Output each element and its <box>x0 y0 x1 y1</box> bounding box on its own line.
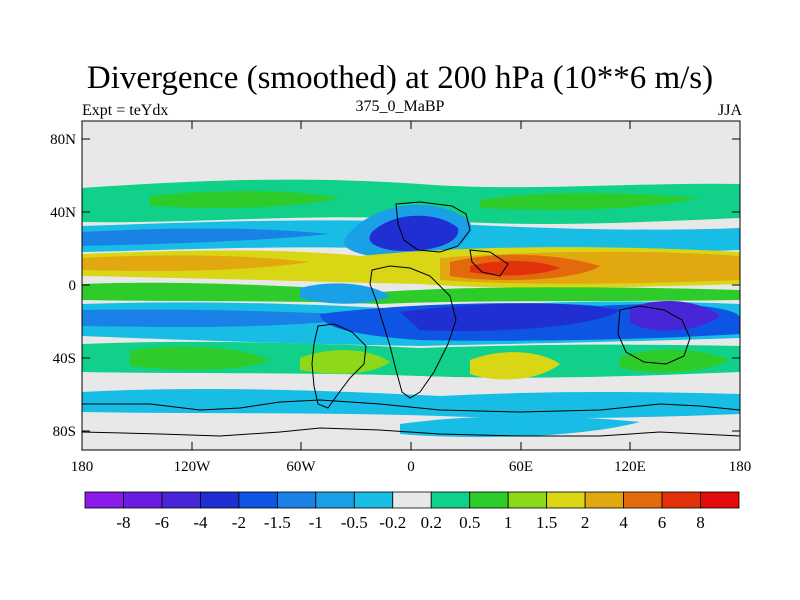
coastline-australia <box>617 305 691 365</box>
season-label: JJA <box>717 102 742 119</box>
colorbar-label: -1 <box>309 513 323 532</box>
colorbar-label: 4 <box>619 513 628 532</box>
colorbar-label: -4 <box>193 513 208 532</box>
colorbar-cell <box>392 491 432 509</box>
band-80s-convergence <box>400 416 640 438</box>
y-tick-label: 40N <box>50 205 76 221</box>
band-40s-divergence <box>82 341 740 378</box>
colorbar-label: 1.5 <box>536 513 557 532</box>
divergence-patch-south-pacific <box>620 349 730 373</box>
divergence-patch-indian <box>470 352 560 380</box>
colorbar-cell <box>507 491 548 509</box>
divergence-patch-pacific <box>130 346 270 370</box>
x-tick-label: 60W <box>286 459 316 475</box>
x-tick-label: 60E <box>509 459 533 475</box>
colorbar-cell <box>700 491 740 509</box>
colorbar-label: -6 <box>155 513 169 532</box>
colorbar-label: 0.2 <box>421 513 442 532</box>
divergence-core-asia-strong <box>470 260 560 276</box>
y-tick-label: 0 <box>69 278 77 294</box>
experiment-label: Expt = teYdx <box>82 102 169 119</box>
chart-title: Divergence (smoothed) at 200 hPa (10**6 … <box>86 60 714 96</box>
colorbar-label: 6 <box>658 513 667 532</box>
coastline-antarctica-inner <box>82 427 740 437</box>
colorbar-cell <box>84 491 124 509</box>
coastline-arabia <box>469 249 509 277</box>
x-tick-label: 0 <box>407 459 415 475</box>
colorbar-cell <box>276 491 317 509</box>
coastline-south-america <box>311 323 367 409</box>
colorbar-cell <box>353 491 394 509</box>
colorbar-label: -2 <box>232 513 246 532</box>
colorbar-cell <box>661 491 701 509</box>
x-axis: 180 120W 60W 0 60E 120E 180 <box>71 121 752 475</box>
coastline-antarctica <box>82 399 740 413</box>
colorbar-label: -8 <box>116 513 130 532</box>
colorbar-label: -0.2 <box>379 513 406 532</box>
coastlines <box>82 201 740 437</box>
colorbar-label: 1 <box>504 513 513 532</box>
y-axis: 80N 40N 0 40S 80S <box>50 132 740 440</box>
colorbar-label: 8 <box>696 513 705 532</box>
colorbar-labels: -8 -6 -4 -2 -1.5 -1 -0.5 -0.2 0.2 0.5 1 1.5 2 4 6 8 <box>116 513 704 532</box>
colorbar-cell <box>238 491 278 509</box>
colorbar-cell <box>315 491 355 509</box>
band-north-divergence-strong <box>150 191 340 208</box>
colorbar-label: 2 <box>581 513 590 532</box>
colorbar-cell <box>469 491 509 509</box>
colorbar-label: 0.5 <box>459 513 480 532</box>
colorbar <box>84 491 740 509</box>
y-tick-label: 40S <box>53 351 76 367</box>
map-field <box>82 121 740 450</box>
coastline-africa <box>369 265 457 399</box>
band-20s-convergence-strong <box>82 309 380 327</box>
colorbar-label: -1.5 <box>264 513 291 532</box>
band-10n-divergence-strong <box>82 255 310 272</box>
y-tick-label: 80S <box>53 424 76 440</box>
period-label: 375_0_MaBP <box>355 98 445 115</box>
x-tick-label: 180 <box>729 459 752 475</box>
colorbar-cell <box>200 491 240 509</box>
colorbar-cell <box>430 491 471 509</box>
x-tick-label: 120E <box>614 459 646 475</box>
colorbar-cell <box>623 491 663 509</box>
band-30n-convergence-strong <box>82 228 330 246</box>
colorbar-cell <box>123 491 163 509</box>
colorbar-label: -0.5 <box>341 513 368 532</box>
convergence-core-europe-strong <box>369 215 459 252</box>
coastline-europe <box>395 201 471 253</box>
colorbar-cell <box>546 491 586 509</box>
divergence-patch-atlantic <box>300 350 390 374</box>
band-north-divergence <box>82 179 740 224</box>
band-equator-mixed <box>82 282 740 304</box>
x-tick-label: 120W <box>174 459 212 475</box>
band-north-divergence-strong <box>480 193 700 210</box>
colorbar-cell <box>584 491 624 509</box>
band-equator-convergence <box>300 283 390 304</box>
colorbar-cell <box>161 491 201 509</box>
x-tick-label: 180 <box>71 459 94 475</box>
y-tick-label: 80N <box>50 132 76 148</box>
